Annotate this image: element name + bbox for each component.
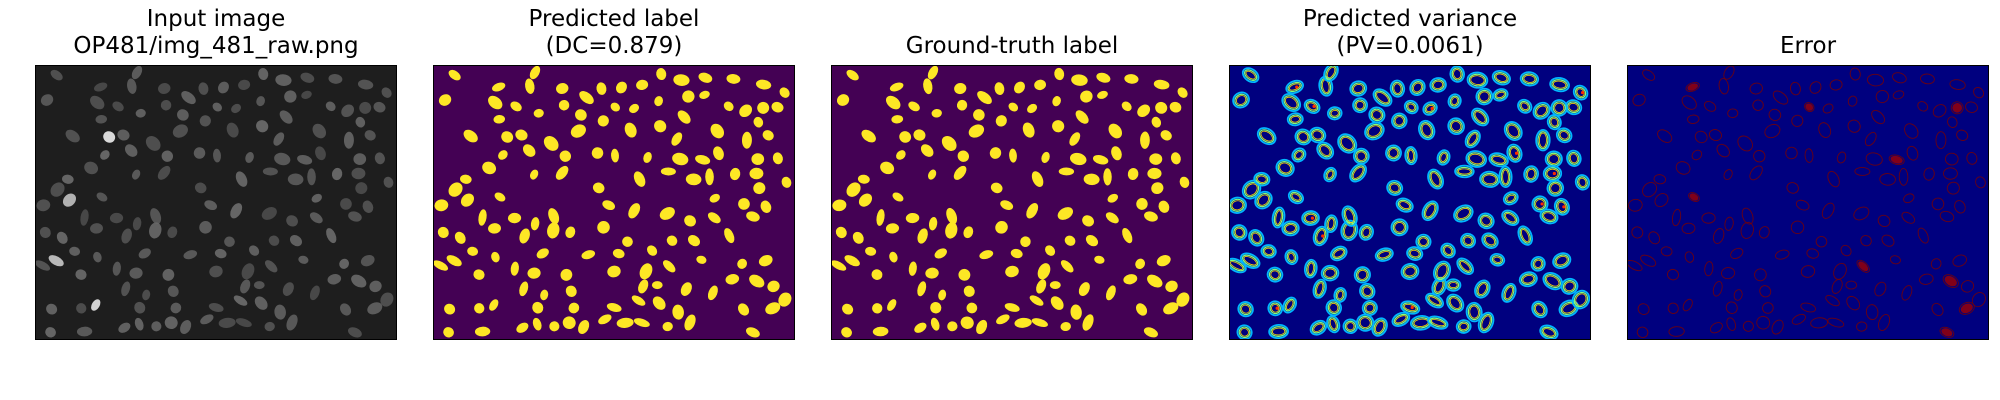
panel-predicted-label: Predicted label (DC=0.879) xyxy=(433,0,795,400)
predicted-label-frame xyxy=(433,65,795,340)
panel-title: Predicted label (DC=0.879) xyxy=(433,6,795,60)
input-image-picture xyxy=(36,66,396,339)
panel-ground-truth-label: Ground-truth label xyxy=(831,0,1193,400)
title-line-1: Predicted label xyxy=(528,6,700,32)
panel-title: Predicted variance (PV=0.0061) xyxy=(1229,6,1591,60)
title-line-2: (PV=0.0061) xyxy=(1336,33,1484,59)
ground-truth-label-frame xyxy=(831,65,1193,340)
ground-truth-label-picture xyxy=(832,66,1192,339)
predicted-variance-frame xyxy=(1229,65,1591,340)
title-line-1: Ground-truth label xyxy=(905,33,1119,59)
panel-error: Error xyxy=(1627,0,1989,400)
input-image-frame xyxy=(35,65,397,340)
panel-title: Error xyxy=(1627,33,1989,60)
title-line-2: OP481/img_481_raw.png xyxy=(73,33,359,59)
error-picture xyxy=(1628,66,1988,339)
panel-title: Input image OP481/img_481_raw.png xyxy=(35,6,397,60)
title-line-1: Error xyxy=(1779,33,1837,59)
panel-title: Ground-truth label xyxy=(831,33,1193,60)
panel-input-image: Input image OP481/img_481_raw.png xyxy=(35,0,397,400)
title-line-1: Predicted variance xyxy=(1302,6,1518,32)
panel-predicted-variance: Predicted variance (PV=0.0061) xyxy=(1229,0,1591,400)
predicted-label-picture xyxy=(434,66,794,339)
error-frame xyxy=(1627,65,1989,340)
title-line-2: (DC=0.879) xyxy=(545,33,683,59)
title-line-1: Input image xyxy=(146,6,286,32)
predicted-variance-picture xyxy=(1230,66,1590,339)
